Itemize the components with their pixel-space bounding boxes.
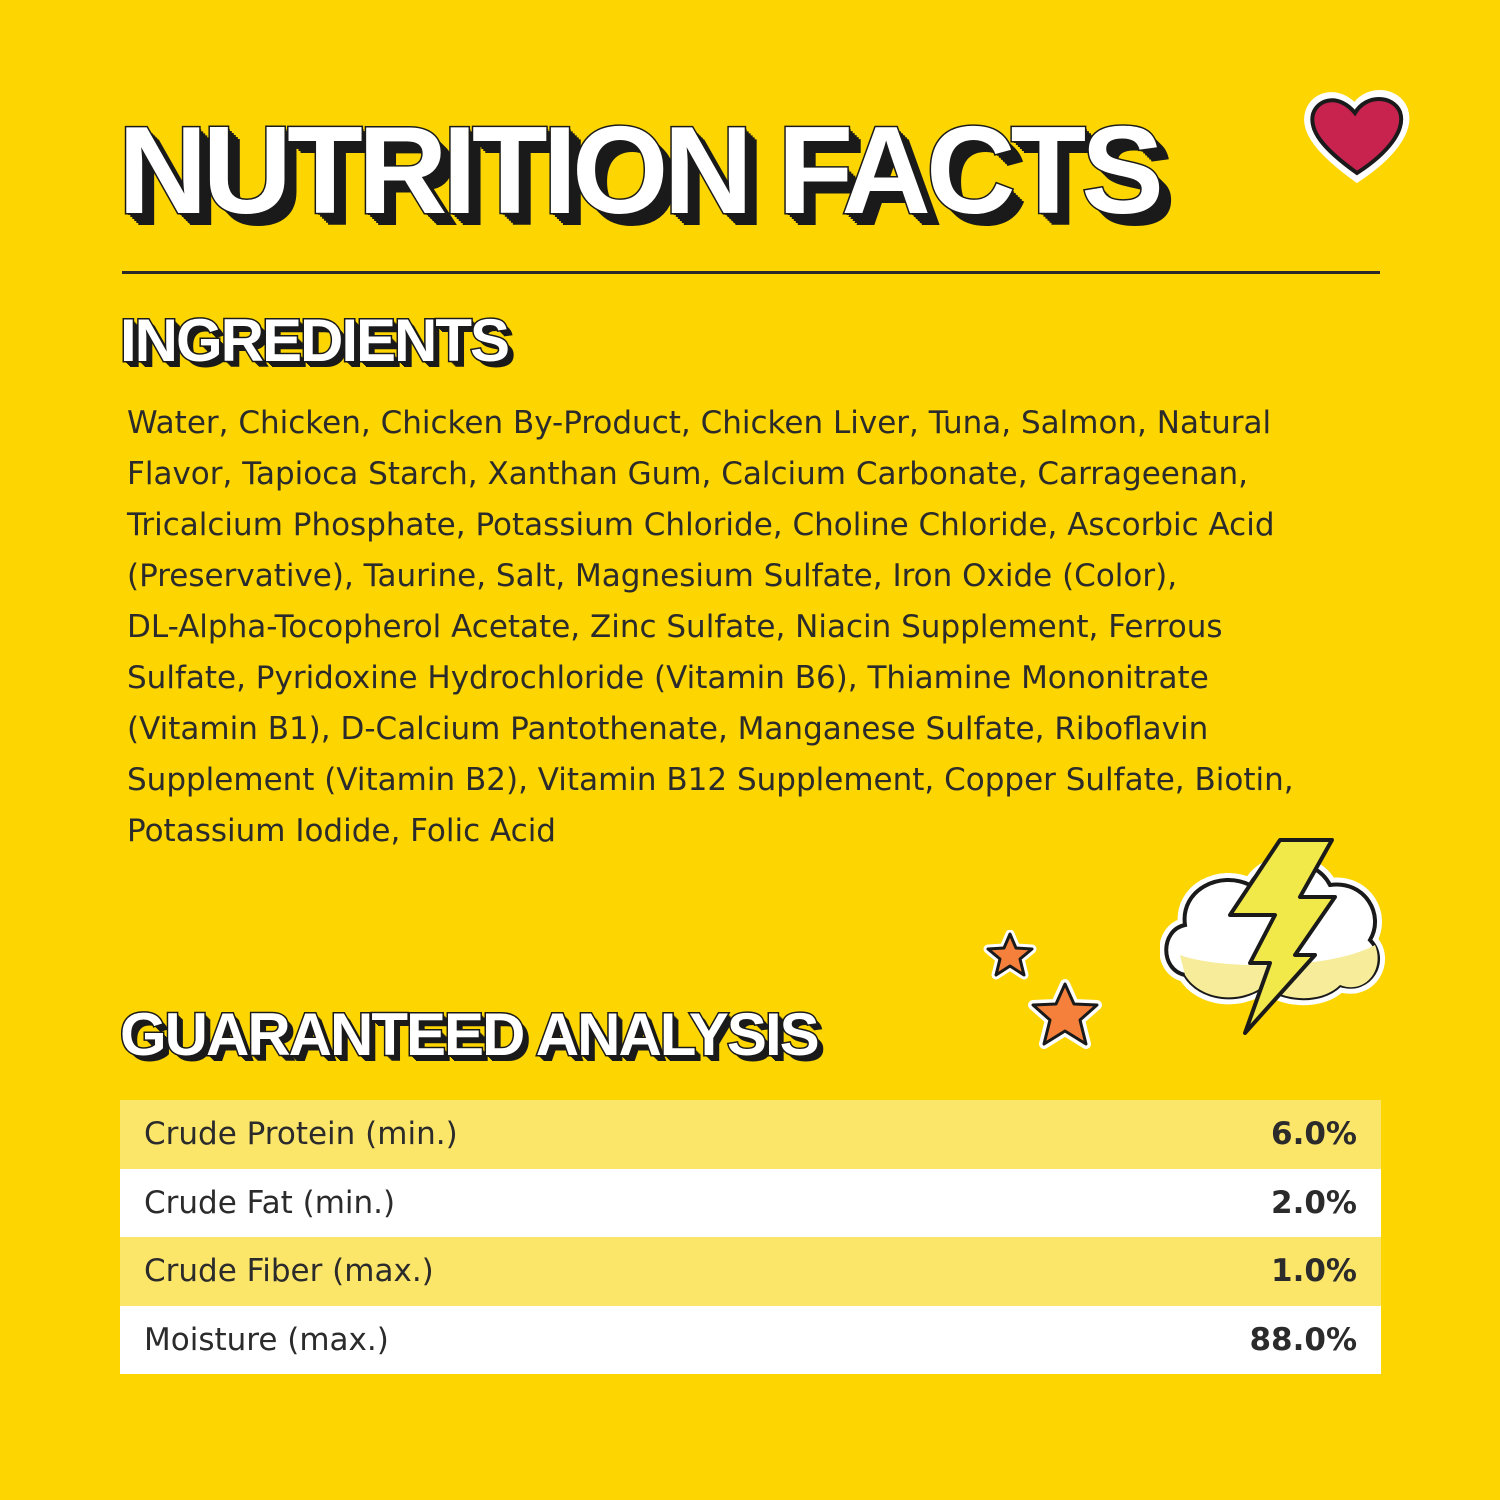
ingredients-line: Supplement (Vitamin B2), Vitamin B12 Sup…	[127, 762, 1294, 798]
row-label: Moisture (max.)	[144, 1321, 389, 1358]
ingredients-list: Water, Chicken, Chicken By-Product, Chic…	[127, 398, 1407, 857]
ingredients-line: Sulfate, Pyridoxine Hydrochloride (Vitam…	[127, 660, 1209, 696]
table-row: Crude Protein (min.) 6.0%	[120, 1100, 1381, 1169]
divider	[122, 271, 1380, 274]
heart-icon	[1304, 90, 1410, 184]
ingredients-line: Tricalcium Phosphate, Potassium Chloride…	[127, 507, 1275, 543]
ingredients-line: (Preservative), Taurine, Salt, Magnesium…	[127, 558, 1178, 594]
ingredients-line: DL-Alpha-Tocopherol Acetate, Zinc Sulfat…	[127, 609, 1223, 645]
star-icon	[1028, 979, 1102, 1049]
analysis-heading: GUARANTEED ANALYSIS	[119, 1000, 822, 1070]
lightning-cloud-icon	[1160, 838, 1386, 1035]
row-label: Crude Fiber (max.)	[144, 1253, 434, 1290]
ingredients-line: Flavor, Tapioca Starch, Xanthan Gum, Cal…	[127, 456, 1248, 492]
table-row: Crude Fiber (max.) 1.0%	[120, 1237, 1381, 1306]
row-value: 6.0%	[1271, 1116, 1357, 1153]
table-row: Crude Fat (min.) 2.0%	[120, 1168, 1381, 1237]
row-value: 1.0%	[1271, 1253, 1357, 1290]
guaranteed-analysis-table: Crude Protein (min.) 6.0% Crude Fat (min…	[120, 1100, 1381, 1374]
row-value: 2.0%	[1271, 1184, 1357, 1221]
ingredients-line: Potassium Iodide, Folic Acid	[127, 813, 556, 849]
page-title: NUTRITION FACTS	[117, 101, 1166, 242]
row-value: 88.0%	[1249, 1321, 1357, 1358]
table-row: Moisture (max.) 88.0%	[120, 1305, 1381, 1374]
ingredients-line: (Vitamin B1), D-Calcium Pantothenate, Ma…	[127, 711, 1209, 747]
ingredients-line: Water, Chicken, Chicken By-Product, Chic…	[127, 405, 1272, 441]
row-label: Crude Protein (min.)	[144, 1116, 458, 1153]
ingredients-heading: INGREDIENTS	[118, 306, 511, 376]
star-icon	[983, 930, 1037, 980]
row-label: Crude Fat (min.)	[144, 1184, 396, 1221]
